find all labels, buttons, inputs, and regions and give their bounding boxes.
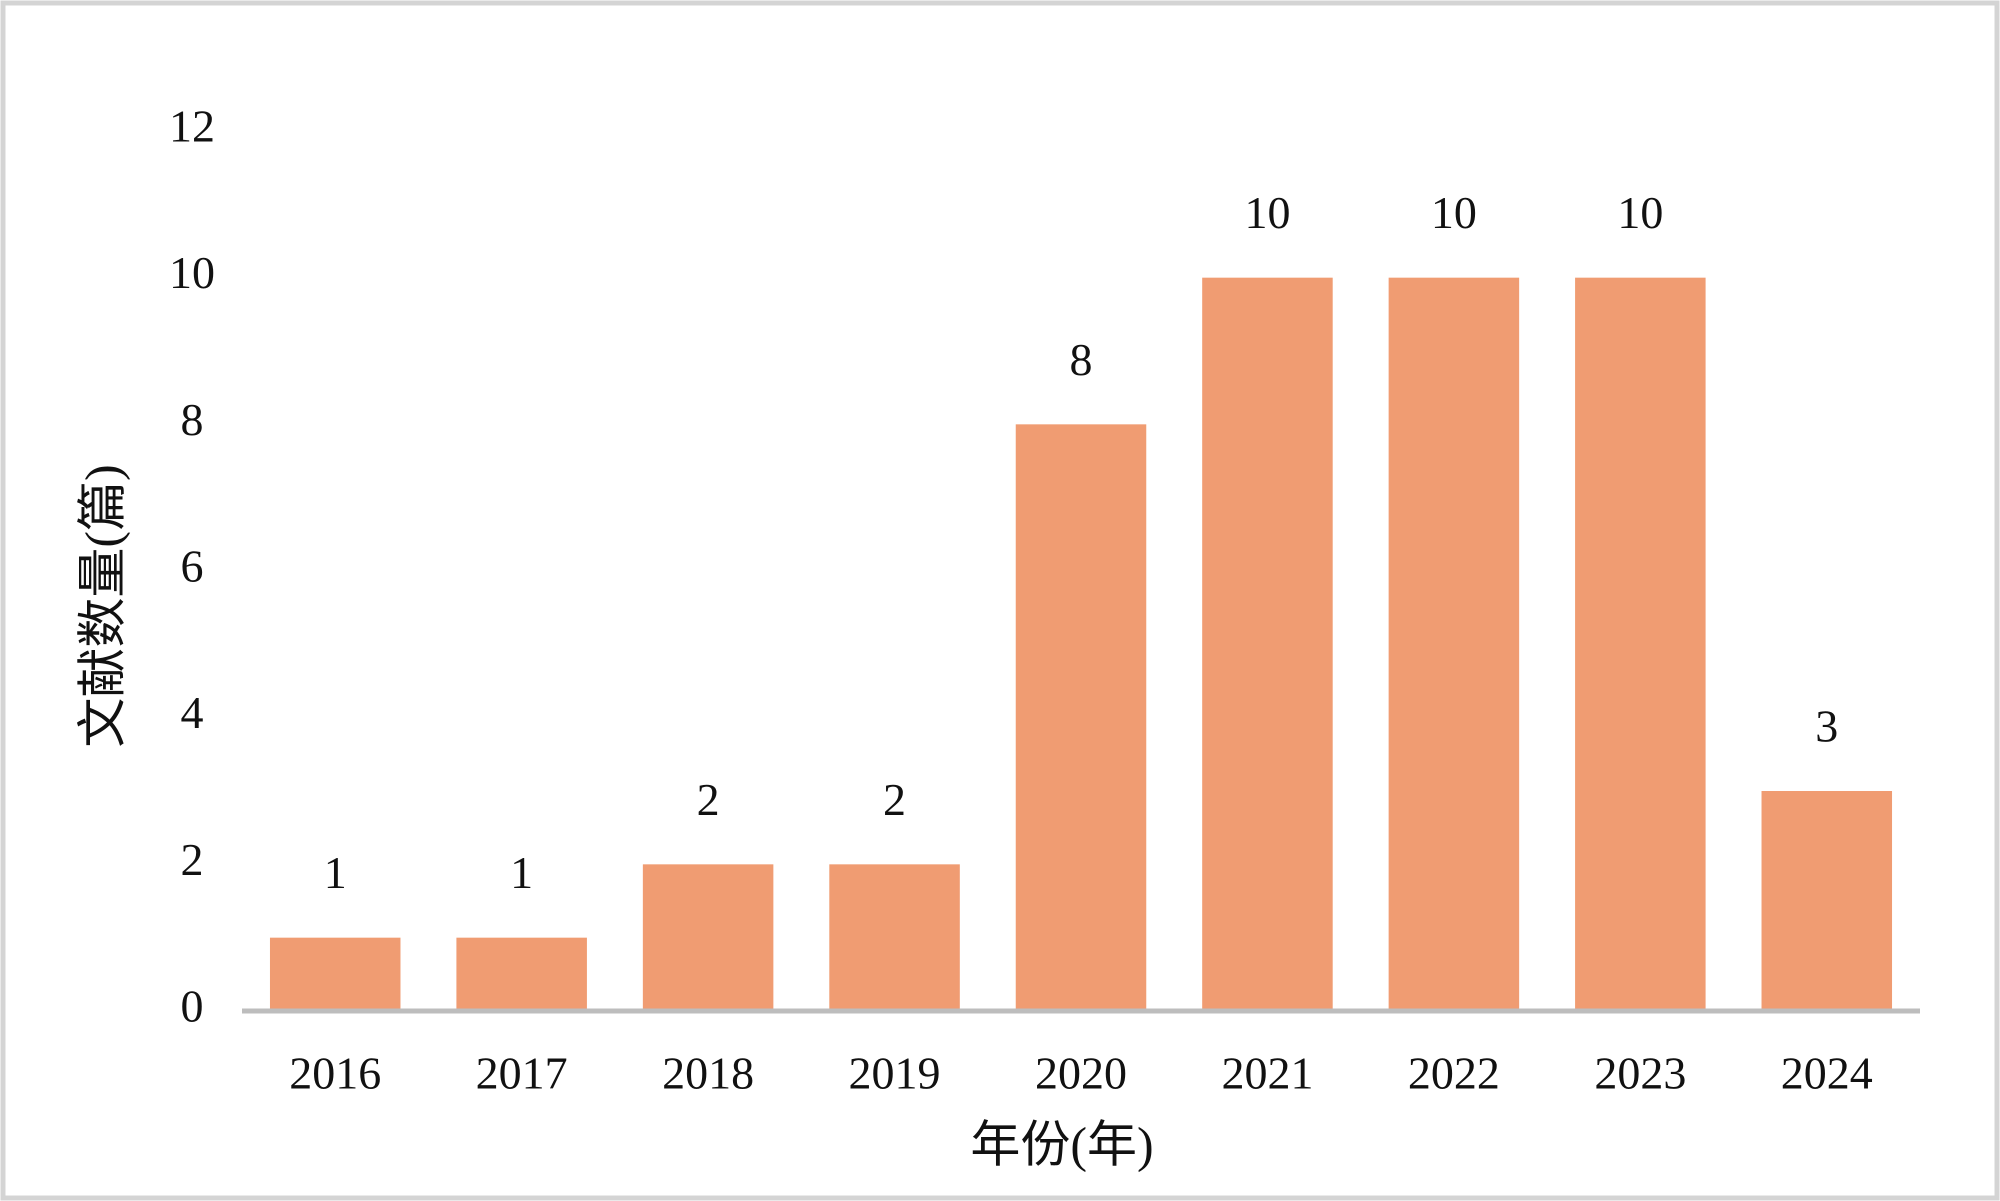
y-tick-label: 12	[169, 101, 215, 152]
x-tick-label: 2024	[1781, 1048, 1873, 1099]
y-tick-label: 6	[181, 541, 204, 592]
data-label: 10	[1431, 187, 1477, 238]
data-label: 2	[883, 774, 906, 825]
data-label: 10	[1617, 187, 1663, 238]
bar	[1761, 791, 1893, 1011]
y-tick-label: 4	[181, 687, 204, 738]
data-label: 1	[324, 847, 347, 898]
x-tick-label: 2019	[849, 1048, 941, 1099]
x-tick-label: 2020	[1035, 1048, 1127, 1099]
bar	[1015, 424, 1147, 1011]
bar	[269, 937, 401, 1011]
y-tick-label: 2	[181, 834, 204, 885]
x-tick-label: 2016	[289, 1048, 381, 1099]
y-tick-label: 8	[181, 394, 204, 445]
data-label: 10	[1244, 187, 1290, 238]
x-tick-label: 2018	[662, 1048, 754, 1099]
x-axis-title: 年份(年)	[970, 1116, 1153, 1172]
bar	[1202, 277, 1333, 1012]
bar	[456, 937, 587, 1011]
bar	[642, 864, 774, 1011]
x-tick-label: 2022	[1408, 1048, 1500, 1099]
data-label: 8	[1070, 334, 1093, 385]
y-axis-title: 文献数量(篇)	[74, 464, 130, 747]
y-tick-label: 0	[181, 981, 204, 1032]
x-tick-label: 2017	[476, 1048, 568, 1099]
x-tick-label: 2023	[1594, 1048, 1686, 1099]
data-label: 3	[1815, 701, 1838, 752]
y-tick-label: 10	[169, 247, 215, 298]
bar	[1388, 277, 1520, 1012]
x-tick-label: 2021	[1221, 1048, 1313, 1099]
bar	[829, 864, 960, 1011]
data-label: 2	[697, 774, 720, 825]
data-label: 1	[510, 847, 533, 898]
bar	[1575, 277, 1706, 1012]
